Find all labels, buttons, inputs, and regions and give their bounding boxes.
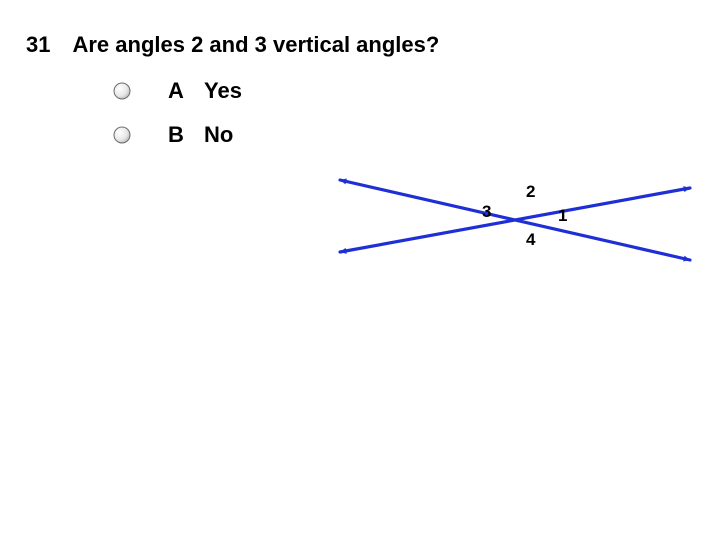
option-row-a[interactable]: A Yes: [112, 78, 242, 104]
radio-a[interactable]: [112, 81, 132, 101]
option-text-b: No: [204, 122, 233, 148]
angle-label-3: 3: [482, 202, 491, 222]
angle-label-1: 1: [558, 206, 567, 226]
angle-label-4: 4: [526, 230, 535, 250]
radio-b[interactable]: [112, 125, 132, 145]
option-letter-b: B: [168, 122, 204, 148]
question-number: 31: [26, 32, 50, 58]
options-list: A Yes B No: [112, 78, 242, 166]
diagram-svg: [330, 160, 700, 280]
question-text: Are angles 2 and 3 vertical angles?: [72, 32, 439, 58]
question-row: 31 Are angles 2 and 3 vertical angles?: [26, 32, 439, 58]
option-row-b[interactable]: B No: [112, 122, 242, 148]
intersection-diagram: 1 2 3 4: [330, 160, 700, 280]
angle-label-2: 2: [526, 182, 535, 202]
option-letter-a: A: [168, 78, 204, 104]
option-text-a: Yes: [204, 78, 242, 104]
